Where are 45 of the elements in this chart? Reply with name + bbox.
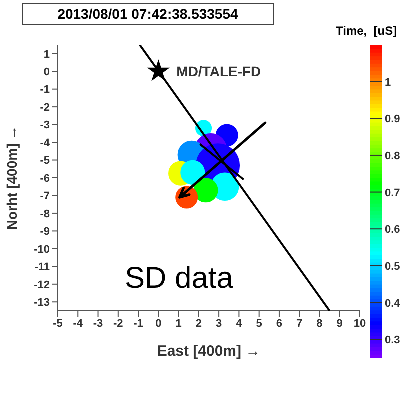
x-tick-label: 2 (196, 318, 202, 330)
color-bar-label: 1 (385, 76, 392, 89)
y-tick-label: -3 (40, 120, 50, 132)
y-tick-label: -9 (40, 226, 50, 238)
x-tick-label: 5 (256, 318, 262, 330)
x-tick-label: 7 (296, 318, 303, 330)
color-bar-label: 0.7 (385, 187, 400, 200)
color-bar-label: 0.8 (385, 150, 400, 162)
x-tick-label: 0 (156, 318, 162, 330)
y-tick-label: -8 (40, 208, 50, 220)
x-tick-label: 9 (336, 318, 343, 330)
color-bar-label: 0.5 (385, 260, 400, 273)
y-tick-label: -1 (40, 84, 50, 96)
x-tick-label: -4 (73, 318, 84, 330)
x-tick-label: 8 (316, 318, 323, 330)
y-tick-label: -4 (40, 137, 51, 150)
color-bar-label: 0.4 (385, 298, 402, 310)
color-bar-label: 0.6 (385, 224, 400, 236)
x-tick-label: -2 (114, 318, 124, 330)
y-tick-label: -5 (40, 155, 50, 168)
x-axis-title: East [400m] → (157, 343, 261, 360)
color-bar-label: 0.9 (385, 114, 400, 126)
y-tick-label: -12 (34, 279, 50, 292)
x-tick-label: 10 (354, 318, 366, 330)
x-tick-label: 4 (236, 318, 244, 330)
x-tick-label: 6 (276, 318, 283, 330)
y-tick-label: 0 (44, 66, 50, 79)
y-tick-label: -11 (34, 262, 50, 274)
annotation: MD/TALE-FD (176, 64, 262, 80)
y-tick-label: -6 (40, 172, 50, 185)
x-tick-label: -3 (93, 318, 104, 330)
x-tick-label: -1 (134, 318, 144, 330)
x-tick-label: -5 (53, 318, 63, 330)
y-tick-label: -10 (34, 244, 50, 256)
chart-title: 2013/08/01 07:42:38.533554 (22, 3, 274, 25)
x-tick-label: 1 (176, 318, 182, 330)
annotation: SD data (125, 262, 234, 296)
y-tick-label: -7 (40, 190, 50, 203)
y-tick-label: -13 (34, 297, 50, 310)
y-tick-label: -2 (40, 102, 50, 114)
x-tick-label: 3 (216, 318, 222, 330)
y-tick-label: 1 (44, 48, 50, 61)
color-bar-title: Time, [uS] (336, 24, 398, 38)
y-axis-title: Norht [400m] → (4, 126, 20, 230)
color-bar-label: 0.3 (385, 334, 400, 347)
